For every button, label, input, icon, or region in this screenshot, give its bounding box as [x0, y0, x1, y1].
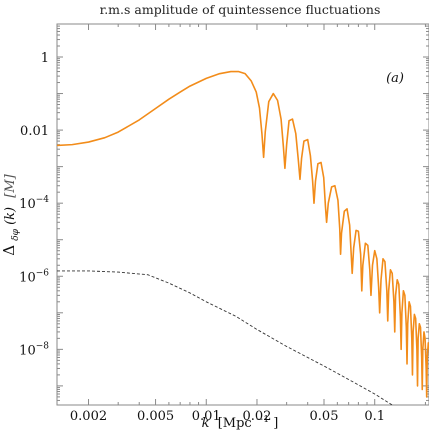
x-axis-label-exp: −1 — [256, 415, 269, 425]
panel-label: (a) — [386, 71, 404, 86]
plot-frame — [56, 23, 429, 406]
x-axis-label-unit: [Mpc — [218, 416, 252, 431]
y-tick-label: 10−6 — [19, 268, 49, 285]
x-tick-label: 0.01 — [192, 409, 221, 424]
x-tick-label: 0.02 — [242, 409, 271, 424]
y-axis-label-sub: δφ — [11, 228, 21, 240]
x-axis-label-close: ] — [273, 416, 278, 431]
y-tick-label-exp: −8 — [36, 341, 50, 351]
plot-area — [57, 70, 429, 405]
y-tick-label-base: 10 — [19, 270, 36, 285]
y-tick-label: 0.01 — [20, 124, 49, 139]
series-line-oscillating — [57, 70, 429, 398]
y-tick-label-base: 10 — [19, 197, 36, 212]
x-axis-label: k [Mpc −1 ] — [202, 411, 279, 431]
y-axis-label: Δ δφ (k) [M] — [0, 173, 22, 255]
chart-title: r.m.s amplitude of quintessence fluctuat… — [100, 2, 381, 17]
y-tick-label: 10−8 — [19, 341, 49, 358]
x-tick-labels: 0.002 0.005 0.01 0.02 0.05 0.1 — [70, 409, 385, 424]
x-tick-label: 0.1 — [364, 409, 385, 424]
y-axis-label-arg: (k) — [3, 207, 18, 225]
y-axis-label-unit: [M] — [3, 173, 18, 197]
y-tick-label: 1 — [41, 51, 49, 66]
x-axis-label-var: k — [202, 416, 210, 431]
axis-ticks — [57, 23, 429, 406]
y-tick-label-base: 10 — [19, 343, 36, 358]
y-tick-label-exp: −6 — [36, 268, 50, 278]
x-tick-label: 0.05 — [310, 409, 339, 424]
x-tick-label: 0.005 — [137, 409, 174, 424]
y-tick-label-exp: −4 — [36, 195, 50, 205]
y-tick-label: 10−4 — [19, 195, 49, 212]
series-line-dashed — [57, 270, 394, 405]
y-axis-label-delta: Δ — [0, 245, 18, 256]
x-tick-label: 0.002 — [70, 409, 107, 424]
